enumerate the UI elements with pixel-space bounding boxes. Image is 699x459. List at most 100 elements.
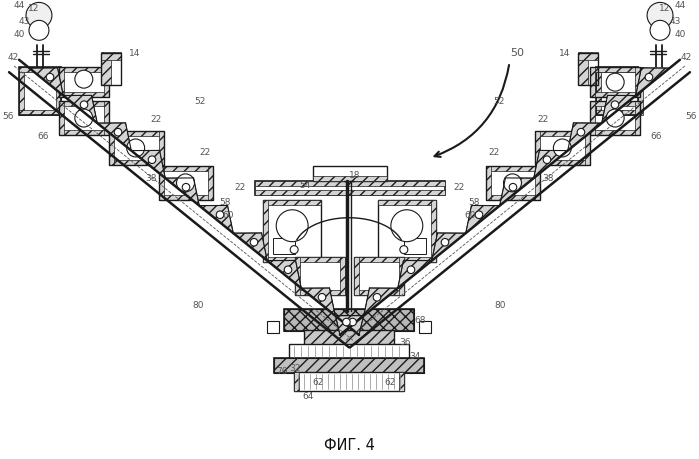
Bar (59, 93, 109, 98)
Bar (59, 68, 109, 73)
Circle shape (276, 210, 308, 242)
Bar (274, 358, 424, 374)
Bar (19, 68, 61, 73)
Bar (590, 131, 640, 136)
Circle shape (284, 266, 291, 274)
Bar (295, 257, 345, 295)
Circle shape (177, 174, 194, 192)
Bar (159, 167, 164, 201)
Circle shape (373, 294, 381, 302)
Bar (101, 53, 121, 61)
Bar (59, 102, 109, 107)
Bar (486, 167, 491, 201)
Bar (535, 161, 590, 166)
Polygon shape (64, 96, 97, 124)
Bar (109, 132, 114, 166)
Bar (585, 132, 590, 166)
Polygon shape (301, 288, 336, 316)
Bar (535, 132, 590, 166)
Bar (399, 372, 404, 392)
Text: 22: 22 (235, 183, 246, 192)
Bar (596, 68, 638, 116)
Circle shape (318, 294, 326, 302)
Text: 52: 52 (493, 96, 504, 106)
Bar (264, 201, 321, 262)
Polygon shape (500, 179, 534, 206)
Text: 42: 42 (8, 53, 19, 62)
Bar (208, 167, 213, 201)
Bar (59, 131, 109, 136)
Bar (294, 372, 299, 392)
Text: 62: 62 (312, 377, 324, 386)
Bar (590, 102, 596, 136)
Text: 12: 12 (28, 4, 40, 13)
Bar (535, 167, 540, 201)
Bar (596, 68, 601, 116)
Text: 54: 54 (299, 181, 311, 190)
Bar (109, 132, 164, 137)
Bar (590, 102, 640, 107)
Bar (535, 132, 590, 137)
Bar (313, 167, 387, 181)
Bar (255, 181, 445, 196)
Bar (274, 358, 424, 374)
Text: 22: 22 (488, 148, 499, 157)
Polygon shape (363, 288, 398, 316)
Circle shape (509, 184, 517, 191)
Circle shape (400, 246, 408, 254)
Text: 56: 56 (2, 112, 14, 120)
Polygon shape (466, 206, 500, 234)
Text: 80: 80 (193, 300, 204, 309)
Circle shape (26, 3, 52, 29)
Polygon shape (602, 96, 635, 124)
Text: 40: 40 (675, 30, 686, 39)
Circle shape (148, 157, 156, 164)
Text: 22: 22 (150, 114, 161, 123)
Bar (19, 68, 61, 116)
Circle shape (182, 184, 190, 191)
Bar (59, 102, 64, 136)
Text: ФИГ. 4: ФИГ. 4 (324, 437, 375, 452)
Bar (103, 102, 109, 136)
Bar (590, 68, 640, 98)
Circle shape (554, 140, 571, 157)
Bar (159, 196, 213, 201)
Circle shape (80, 101, 88, 109)
Bar (590, 102, 640, 136)
Circle shape (343, 319, 350, 326)
Text: 38: 38 (145, 174, 157, 183)
Bar (354, 257, 359, 295)
Bar (109, 161, 164, 166)
Bar (284, 310, 414, 332)
Text: 32: 32 (289, 363, 301, 372)
Bar (404, 238, 426, 254)
Text: 66: 66 (37, 131, 49, 140)
Circle shape (577, 129, 585, 137)
Text: 14: 14 (129, 49, 140, 58)
Bar (486, 167, 540, 172)
Bar (159, 132, 164, 166)
Text: 66: 66 (650, 131, 662, 140)
Circle shape (290, 246, 298, 254)
Circle shape (408, 266, 415, 274)
Text: 50: 50 (510, 48, 524, 58)
Circle shape (349, 319, 356, 326)
Circle shape (391, 210, 423, 242)
Bar (354, 257, 404, 295)
Bar (19, 68, 24, 116)
Text: 40: 40 (13, 30, 24, 39)
Circle shape (645, 74, 653, 82)
Polygon shape (336, 316, 363, 335)
Text: 80: 80 (495, 300, 506, 309)
Text: 44: 44 (13, 1, 24, 10)
Text: 42: 42 (680, 53, 691, 62)
Bar (378, 201, 435, 262)
Bar (295, 257, 300, 295)
Circle shape (127, 140, 145, 157)
Bar (596, 68, 638, 73)
Text: 68: 68 (414, 315, 426, 324)
Polygon shape (233, 234, 267, 261)
Polygon shape (336, 316, 363, 335)
Bar (295, 257, 345, 262)
Polygon shape (398, 261, 432, 289)
